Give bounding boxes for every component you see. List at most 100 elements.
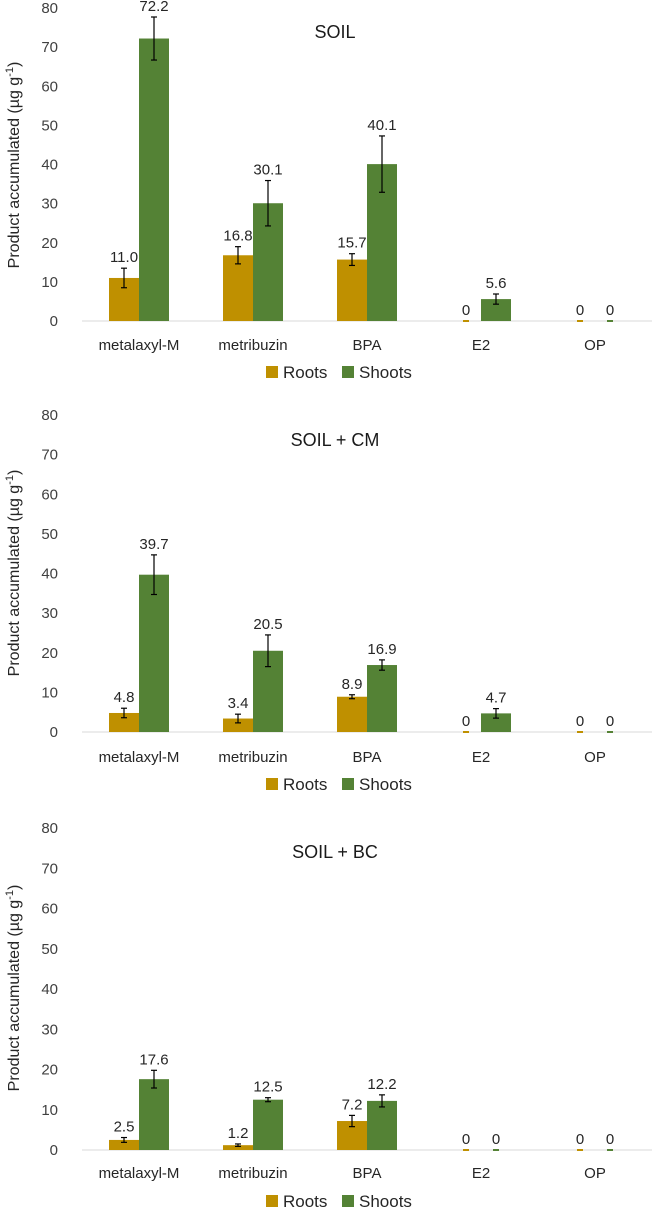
x-category-label: metalaxyl-M <box>99 749 180 766</box>
y-tick-label: 0 <box>50 724 58 741</box>
chart-panel-2: 0 10 20 30 40 50 60 70 80 Product accumulated (µg… <box>4 407 652 794</box>
x-category-label: metribuzin <box>218 1165 287 1182</box>
legend: Roots Shoots <box>266 775 412 794</box>
data-label: 0 <box>576 302 584 319</box>
bar-roots <box>337 259 367 321</box>
data-label: 0 <box>492 1131 500 1148</box>
data-label: 8.9 <box>342 676 363 693</box>
y-tick-label: 20 <box>41 1062 58 1079</box>
bar-shoots <box>367 665 397 732</box>
legend-swatch-shoots <box>342 366 354 378</box>
bar-roots <box>109 712 139 732</box>
error-bar <box>235 246 241 265</box>
bar-shoots <box>139 38 169 322</box>
data-label: 39.7 <box>139 536 168 553</box>
legend-label-shoots: Shoots <box>359 1192 412 1211</box>
data-label: 4.7 <box>486 690 507 707</box>
legend-swatch-roots <box>266 778 278 790</box>
y-tick-label: 0 <box>50 1142 58 1159</box>
legend: Roots Shoots <box>266 1192 412 1211</box>
data-label: 0 <box>462 1131 470 1148</box>
x-category-label: E2 <box>472 337 490 354</box>
y-tick-label: 40 <box>41 566 58 583</box>
y-tick-label: 10 <box>41 1102 58 1119</box>
error-bar <box>493 293 499 305</box>
data-label: 16.8 <box>223 228 252 245</box>
legend-label-roots: Roots <box>283 775 327 794</box>
data-label: 0 <box>606 302 614 319</box>
error-bar <box>235 1143 241 1147</box>
x-category-label: metribuzin <box>218 749 287 766</box>
chart-panel-3: 0 10 20 30 40 50 60 70 80 Product accumulated (µg… <box>4 820 652 1211</box>
error-bar <box>151 16 157 61</box>
data-label: 0 <box>576 1131 584 1148</box>
data-label: 16.9 <box>367 641 396 658</box>
bar-roots <box>337 696 367 732</box>
x-category-label: OP <box>584 337 606 354</box>
x-category-label: metribuzin <box>218 337 287 354</box>
data-label: 2.5 <box>114 1119 135 1136</box>
y-axis-label: Product accumulated (µg g-1) <box>4 470 23 677</box>
error-bar <box>151 1069 157 1089</box>
error-bar <box>493 708 499 719</box>
error-bar <box>379 659 385 671</box>
data-label: 30.1 <box>253 162 282 179</box>
y-tick-label: 60 <box>41 78 58 95</box>
y-tick-label: 20 <box>41 645 58 662</box>
x-category-label: OP <box>584 749 606 766</box>
data-label: 1.2 <box>228 1125 249 1142</box>
error-bar <box>265 179 271 227</box>
y-tick-label: 50 <box>41 526 58 543</box>
data-label: 7.2 <box>342 1096 363 1113</box>
error-bar <box>349 694 355 700</box>
data-label: 20.5 <box>253 616 282 633</box>
error-bar <box>121 267 127 289</box>
y-tick-label: 60 <box>41 901 58 918</box>
legend-label-shoots: Shoots <box>359 775 412 794</box>
data-label: 3.4 <box>228 695 249 712</box>
x-category-label: metalaxyl-M <box>99 1165 180 1182</box>
legend-swatch-roots <box>266 366 278 378</box>
bar-shoots <box>139 1079 169 1150</box>
x-category-label: OP <box>584 1165 606 1182</box>
data-label: 72.2 <box>139 0 168 15</box>
y-tick-label: 10 <box>41 274 58 291</box>
y-axis-label: Product accumulated (µg g-1) <box>4 62 23 269</box>
data-label: 40.1 <box>367 117 396 134</box>
bar-shoots <box>481 299 511 321</box>
error-bar <box>121 1136 127 1143</box>
data-label: 17.6 <box>139 1051 168 1068</box>
data-label: 0 <box>462 302 470 319</box>
y-tick-label: 40 <box>41 981 58 998</box>
bar-roots <box>223 1145 253 1150</box>
legend-label-shoots: Shoots <box>359 363 412 382</box>
x-category-label: metalaxyl-M <box>99 337 180 354</box>
data-label: 0 <box>606 1131 614 1148</box>
chart-panel-1: 0 10 20 30 40 50 60 70 80 Product accumulated (µg… <box>4 0 652 382</box>
bar-roots <box>109 1139 139 1150</box>
y-tick-label: 50 <box>41 117 58 134</box>
y-tick-label: 0 <box>50 313 58 330</box>
y-tick-label: 80 <box>41 407 58 424</box>
legend-label-roots: Roots <box>283 1192 327 1211</box>
error-bar <box>235 713 241 724</box>
data-label: 15.7 <box>337 235 366 252</box>
y-tick-label: 70 <box>41 447 58 464</box>
error-bar <box>265 634 271 668</box>
bar-roots <box>223 255 253 321</box>
error-bar <box>379 135 385 193</box>
legend-swatch-roots <box>266 1195 278 1207</box>
x-category-label: BPA <box>353 749 382 766</box>
y-tick-label: 30 <box>41 1021 58 1038</box>
data-label: 5.6 <box>486 275 507 292</box>
error-bar <box>349 1114 355 1128</box>
error-bar <box>379 1094 385 1108</box>
chart-title: SOIL + CM <box>291 430 380 450</box>
y-tick-label: 40 <box>41 157 58 174</box>
data-label: 12.5 <box>253 1079 282 1096</box>
x-category-label: E2 <box>472 749 490 766</box>
bar-roots <box>223 718 253 732</box>
y-tick-label: 70 <box>41 860 58 877</box>
bar-shoots <box>139 574 169 732</box>
